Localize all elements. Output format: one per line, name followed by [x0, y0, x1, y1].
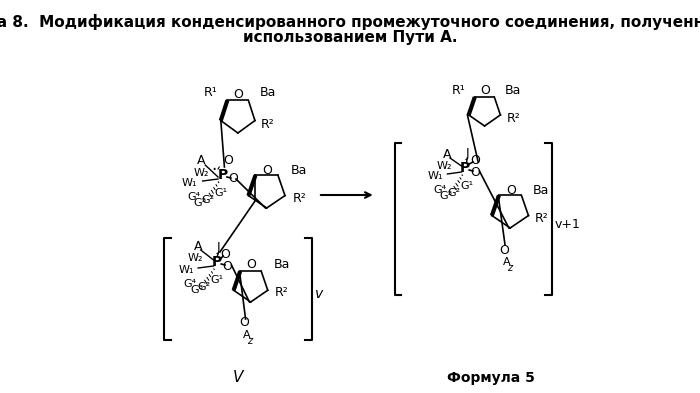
Text: A: A: [197, 154, 206, 167]
Text: R²: R²: [506, 112, 520, 125]
Text: A: A: [443, 147, 452, 160]
Text: O: O: [228, 173, 238, 185]
Text: v: v: [316, 287, 323, 301]
Text: O: O: [223, 154, 233, 167]
Text: V: V: [232, 371, 243, 386]
Text: O: O: [506, 184, 516, 196]
Text: P: P: [212, 255, 223, 269]
Text: R²: R²: [535, 211, 548, 224]
Text: R¹: R¹: [452, 83, 466, 97]
Text: O: O: [470, 165, 480, 178]
Text: O: O: [220, 248, 230, 261]
Text: R²: R²: [293, 191, 306, 204]
Text: W₂: W₂: [437, 161, 452, 171]
Text: O: O: [262, 163, 272, 176]
Text: A: A: [243, 330, 251, 340]
Text: Формула 5: Формула 5: [447, 371, 535, 385]
Text: O: O: [499, 244, 509, 257]
Text: Ba: Ba: [274, 259, 290, 272]
Text: O: O: [234, 88, 244, 101]
Text: G³: G³: [440, 191, 452, 201]
Text: G⁴: G⁴: [183, 279, 197, 289]
Text: P: P: [460, 161, 470, 175]
Text: R²: R²: [275, 286, 289, 299]
Text: A: A: [503, 257, 511, 267]
Text: G²: G²: [447, 188, 460, 198]
Text: R²: R²: [261, 119, 274, 132]
Text: v+1: v+1: [554, 217, 580, 231]
Text: Ba: Ba: [291, 163, 307, 176]
Text: A: A: [194, 239, 202, 252]
Text: z: z: [247, 336, 252, 346]
Text: z: z: [507, 263, 512, 273]
Text: O: O: [480, 84, 490, 97]
Text: использованием Пути А.: использованием Пути А.: [243, 30, 457, 45]
Text: G¹: G¹: [211, 275, 224, 285]
Text: Схема 8.  Модификация конденсированного промежуточного соединения, полученного с: Схема 8. Модификация конденсированного п…: [0, 14, 700, 30]
Text: O: O: [470, 154, 480, 167]
Text: Ba: Ba: [533, 184, 550, 196]
Text: G⁴: G⁴: [433, 185, 446, 195]
Text: G¹: G¹: [460, 181, 473, 191]
Text: G²: G²: [198, 282, 211, 292]
Text: W₁: W₁: [182, 178, 197, 188]
Text: G³: G³: [190, 285, 203, 295]
Text: O: O: [223, 259, 232, 272]
Text: Ba: Ba: [260, 86, 276, 99]
Text: Ba: Ba: [505, 83, 522, 97]
Text: O: O: [239, 316, 249, 329]
Text: G²: G²: [201, 195, 214, 205]
Text: W₁: W₁: [428, 171, 444, 181]
Text: P: P: [218, 168, 228, 182]
Text: W₁: W₁: [178, 265, 195, 275]
Text: J: J: [217, 242, 220, 255]
Text: G³: G³: [193, 198, 206, 208]
Text: G¹: G¹: [214, 188, 227, 198]
Text: W₂: W₂: [188, 253, 203, 263]
Text: G⁴: G⁴: [187, 192, 200, 202]
Text: J: J: [466, 147, 470, 160]
Text: W₂: W₂: [193, 168, 209, 178]
Text: R¹: R¹: [204, 86, 218, 99]
Text: O: O: [246, 259, 256, 272]
Text: ·: ·: [211, 161, 217, 179]
